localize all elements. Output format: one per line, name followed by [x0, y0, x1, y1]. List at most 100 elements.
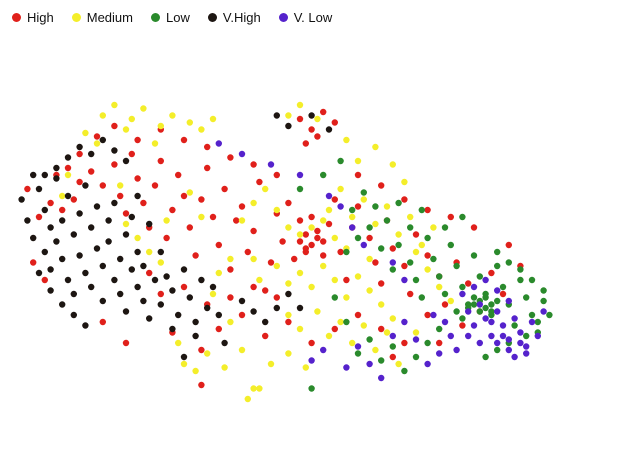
- data-point: [494, 339, 501, 347]
- data-point: [47, 266, 54, 273]
- data-point: [320, 262, 327, 270]
- legend-item-high: High: [12, 10, 54, 25]
- data-point: [221, 339, 228, 347]
- data-point: [308, 357, 315, 364]
- data-point: [331, 294, 338, 301]
- data-point: [35, 185, 43, 193]
- data-point: [192, 252, 199, 259]
- data-point: [122, 308, 130, 315]
- data-point: [349, 206, 356, 214]
- data-point: [88, 150, 95, 158]
- data-point: [267, 259, 275, 266]
- data-point: [378, 245, 385, 252]
- data-point: [82, 322, 89, 329]
- data-point: [117, 182, 124, 189]
- data-point: [70, 196, 78, 203]
- data-point: [337, 203, 344, 210]
- data-point: [389, 161, 396, 168]
- data-point: [470, 224, 478, 231]
- data-point: [389, 245, 396, 252]
- data-point: [302, 248, 309, 256]
- data-point: [122, 220, 130, 228]
- data-point: [169, 325, 176, 333]
- data-point: [441, 224, 449, 231]
- data-point: [441, 301, 449, 308]
- data-point: [140, 297, 147, 305]
- data-point: [476, 301, 483, 308]
- data-point: [175, 339, 182, 347]
- data-point: [215, 325, 222, 333]
- data-point: [285, 290, 292, 298]
- data-point: [285, 122, 292, 130]
- data-point: [250, 227, 257, 235]
- data-point: [64, 171, 72, 179]
- data-point: [250, 385, 257, 392]
- data-point: [302, 140, 309, 147]
- data-point: [169, 112, 176, 119]
- data-point: [482, 353, 489, 361]
- data-point: [395, 360, 402, 368]
- data-point: [99, 136, 107, 144]
- data-point: [436, 325, 443, 333]
- data-point: [447, 332, 454, 340]
- data-point: [476, 308, 483, 315]
- data-point: [59, 255, 66, 263]
- data-point: [453, 308, 460, 315]
- data-point: [151, 182, 159, 189]
- data-point: [331, 325, 338, 333]
- data-point: [412, 248, 420, 256]
- data-point: [198, 213, 205, 221]
- data-point: [64, 164, 72, 172]
- data-point: [192, 332, 199, 340]
- data-point: [186, 189, 193, 196]
- data-point: [296, 238, 304, 245]
- data-point: [134, 234, 141, 242]
- data-point: [314, 115, 321, 123]
- data-point: [302, 231, 309, 238]
- data-point: [401, 339, 408, 347]
- data-point: [470, 322, 478, 329]
- data-point: [285, 280, 292, 287]
- data-point: [424, 360, 431, 368]
- data-point: [175, 311, 182, 319]
- data-point: [395, 199, 402, 207]
- legend-item-v-low: V. Low: [278, 10, 332, 25]
- data-point: [296, 304, 304, 312]
- data-point: [470, 301, 478, 308]
- data-point: [354, 311, 362, 319]
- data-point: [111, 161, 118, 168]
- data-point: [389, 343, 396, 350]
- data-point: [198, 126, 205, 133]
- data-point: [227, 266, 234, 273]
- data-point: [378, 280, 385, 287]
- data-point: [163, 273, 170, 280]
- data-point: [204, 164, 211, 172]
- data-point: [128, 150, 135, 158]
- data-point: [534, 332, 541, 340]
- data-point: [308, 112, 315, 119]
- data-point: [238, 203, 246, 210]
- data-point: [59, 217, 66, 224]
- data-point: [540, 297, 547, 305]
- data-point: [53, 175, 60, 182]
- data-point: [459, 315, 466, 322]
- data-point: [441, 290, 449, 298]
- data-point: [209, 290, 217, 298]
- data-point: [459, 290, 466, 298]
- data-point: [453, 346, 460, 354]
- data-point: [343, 294, 350, 301]
- data-point: [482, 315, 489, 322]
- data-point: [337, 185, 344, 193]
- data-point: [41, 206, 48, 214]
- data-point: [366, 255, 373, 263]
- data-point: [41, 276, 48, 284]
- data-point: [430, 224, 437, 231]
- data-point: [70, 311, 78, 319]
- data-point: [88, 224, 95, 231]
- data-point: [407, 290, 414, 298]
- data-point: [302, 364, 309, 371]
- data-point: [221, 364, 228, 371]
- data-point: [465, 280, 472, 287]
